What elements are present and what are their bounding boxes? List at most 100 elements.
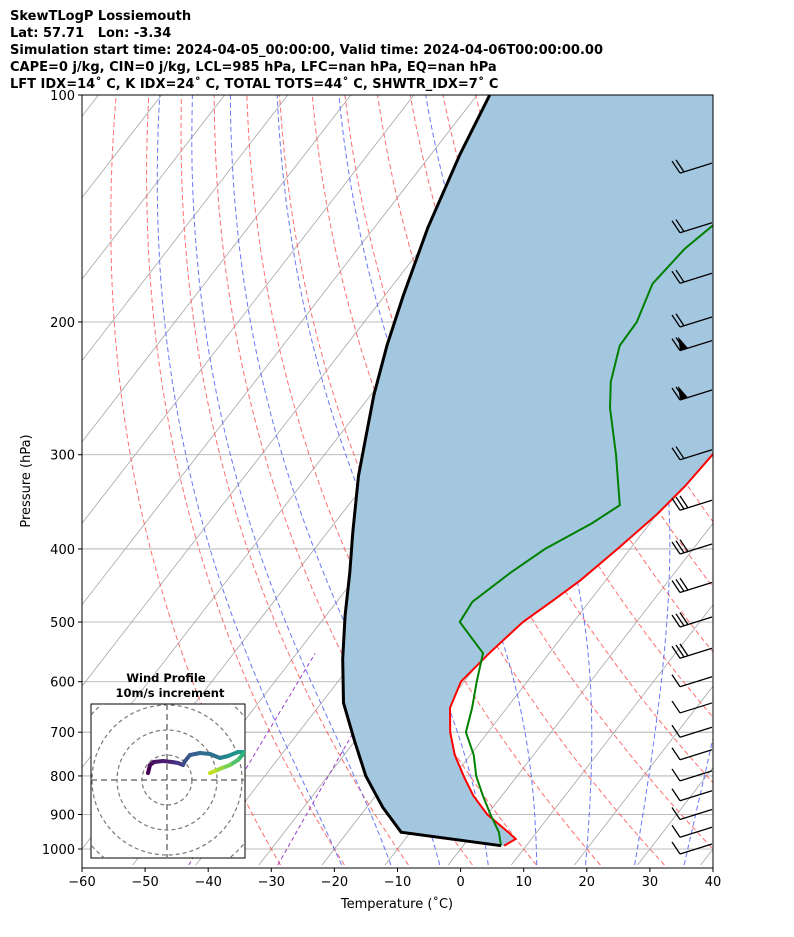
wind-barb-flag [675, 613, 685, 627]
y-axis-label: Pressure (hPa) [19, 434, 34, 527]
wind-barb-staff [679, 808, 713, 821]
wind-barb [671, 643, 713, 659]
dewpoint-line [458, 223, 713, 846]
dry-adiabat [703, 95, 713, 116]
wind-barb-pennant [678, 336, 688, 351]
indices-line-2: LFT IDX=14˚ C, K IDX=24˚ C, TOTAL TOTS=4… [10, 77, 499, 92]
wind-barb-flag [671, 447, 681, 461]
isotherm [511, 604, 713, 866]
dry-adiabat [737, 95, 794, 865]
wind-barb [671, 700, 713, 714]
wind-barb-flag [671, 824, 681, 838]
y-tick-label: 1000 [42, 843, 75, 858]
wind-barb [671, 446, 713, 461]
x-tick-label: −20 [321, 875, 348, 890]
wind-barb [671, 807, 713, 821]
parcel-line [341, 95, 502, 848]
inset-subtitle: 10m/s increment [116, 686, 225, 700]
wind-barb-flag [671, 387, 681, 401]
wind-barb-flag [679, 643, 689, 657]
wind-barb [671, 824, 713, 838]
wind-barb [671, 674, 713, 688]
isotherm [82, 95, 352, 443]
wind-barb [671, 768, 713, 782]
wind-barb [671, 612, 713, 628]
x-tick-label: 40 [705, 875, 722, 890]
x-tick-label: 20 [579, 875, 596, 890]
wind-barb [671, 159, 713, 174]
wind-barb-staff [679, 543, 713, 555]
x-axis-label: Temperature (˚C) [340, 896, 453, 912]
wind-barb-flag [675, 446, 685, 459]
isotherm [82, 95, 415, 524]
wind-barb-flag [679, 539, 689, 552]
wind-barb-staff [679, 449, 713, 461]
dry-adiabat [146, 95, 345, 866]
wind-barb-flag [671, 724, 681, 738]
moist-adiabat [156, 95, 343, 866]
wind-barb [671, 788, 713, 802]
y-tick-label: 400 [50, 543, 75, 558]
wind-barb-staff [679, 702, 713, 714]
isotherm [700, 848, 713, 866]
wind-barb-flag [675, 496, 685, 510]
wind-barb-staff [679, 222, 713, 234]
wind-barb-flag [675, 644, 685, 658]
wind-barb-flag [675, 269, 685, 283]
wind-barb-flag [671, 338, 681, 352]
wind-barb-flag [675, 313, 685, 327]
wind-barb-flag [671, 314, 681, 328]
x-tick-label: 10 [515, 875, 532, 890]
wind-barb-flag [671, 220, 681, 234]
location-line: Lat: 57.71 Lon: -3.34 [10, 26, 172, 41]
x-tick-label: −60 [68, 875, 95, 890]
wind-barb-staff [679, 749, 713, 761]
wind-barb-flag [675, 159, 685, 173]
wind-barb-staff [679, 726, 713, 738]
wind-barb-flag [671, 768, 681, 782]
x-tick-label: −10 [384, 875, 411, 890]
wind-barb-flag [671, 747, 681, 761]
wind-barb-flag [671, 700, 681, 714]
x-tick-label: 30 [642, 875, 659, 890]
chart-title: SkewTLogP Lossiemouth [10, 9, 192, 24]
y-tick-label: 600 [50, 676, 75, 691]
dry-adiabat [110, 95, 281, 866]
isotherm [82, 95, 289, 362]
wind-barb [671, 577, 713, 594]
dry-adiabat [770, 95, 794, 865]
wind-barb-staff [679, 316, 713, 328]
indices-line-1: CAPE=0 j/kg, CIN=0 j/kg, LCL=985 hPa, LF… [10, 60, 497, 75]
wind-barb-flag [679, 612, 689, 625]
isotherm [764, 95, 794, 865]
dry-adiabat [180, 95, 409, 866]
moist-adiabat [191, 95, 392, 866]
y-tick-label: 200 [50, 316, 75, 331]
wind-profile-inset: Wind Profile 10m/s increment [90, 671, 246, 859]
wind-barb [671, 747, 713, 761]
wind-barb [671, 841, 713, 855]
wind-barb-flag [679, 495, 689, 509]
wind-barb [671, 269, 713, 284]
y-tick-label: 500 [50, 616, 75, 631]
dry-adiabat [311, 95, 665, 866]
wind-barb-staff [679, 616, 713, 628]
wind-barb-staff [679, 676, 713, 688]
wind-barb-staff [679, 340, 713, 352]
wind-barb-flag [675, 578, 685, 592]
wind-barb-flag [671, 807, 681, 820]
x-tick-label: −30 [258, 875, 285, 890]
chart-header: SkewTLogP Lossiemouth Lat: 57.71 Lon: -3… [10, 8, 603, 93]
wind-barb [671, 386, 713, 401]
y-tick-label: 900 [50, 808, 75, 823]
wind-barb-staff [679, 843, 713, 855]
wind-barb-staff [679, 389, 713, 401]
wind-barb-pennant [678, 386, 688, 401]
wind-barb [671, 219, 713, 234]
wind-barb-flag [671, 160, 681, 174]
wind-barb-flag [671, 270, 681, 284]
wind-barb-flag [671, 497, 681, 511]
wind-barb [671, 495, 713, 511]
wind-barb-staff [679, 790, 713, 802]
wind-barb-flag [671, 788, 681, 802]
